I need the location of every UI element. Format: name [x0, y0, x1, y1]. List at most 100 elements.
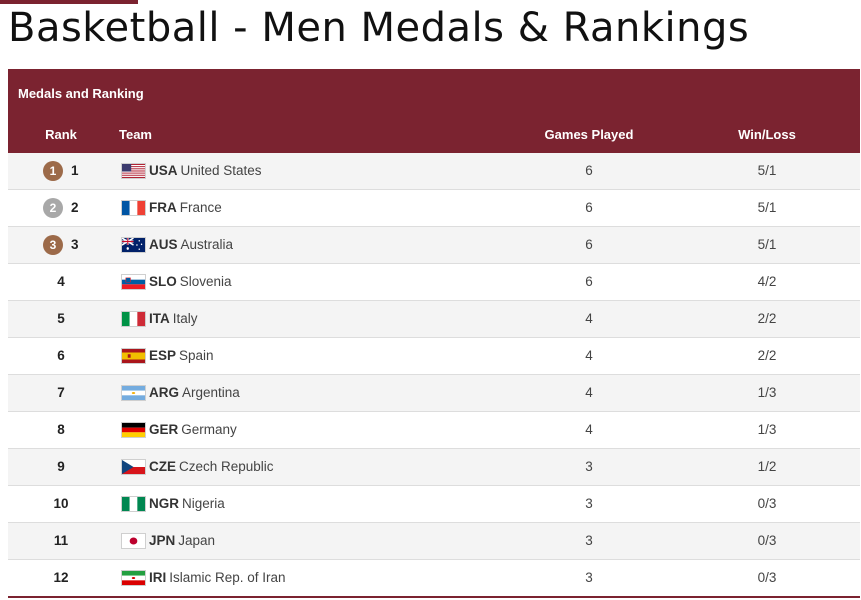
team-link[interactable]: ITA Italy [149, 301, 198, 337]
rank-value: 9 [57, 459, 65, 474]
games-played-value: 4 [585, 348, 593, 363]
games-played-value: 3 [585, 496, 593, 511]
table-row[interactable]: 11 JPN Japan 3 0/3 [8, 523, 860, 560]
games-played-value: 3 [585, 459, 593, 474]
team-link[interactable]: FRA France [149, 190, 222, 226]
team-link[interactable]: SLO Slovenia [149, 264, 232, 300]
team-name: Spain [179, 348, 214, 363]
column-header-games-played[interactable]: Games Played [544, 127, 634, 142]
team-link[interactable]: IRI Islamic Rep. of Iran [149, 560, 286, 596]
top-accent-bar [0, 0, 138, 4]
games-played-value: 6 [585, 237, 593, 252]
win-loss-value: 5/1 [757, 200, 777, 215]
team-link[interactable]: CZE Czech Republic [149, 449, 274, 485]
win-loss-value: 0/3 [757, 496, 777, 511]
usa-flag-icon [121, 163, 146, 179]
table-row[interactable]: 1 1 USA United States 6 5/1 [8, 153, 860, 190]
games-played-value: 3 [585, 533, 593, 548]
games-played-value: 4 [585, 311, 593, 326]
table-row[interactable]: 6 ESP Spain 4 2/2 [8, 338, 860, 375]
win-loss-value: 2/2 [757, 348, 777, 363]
rank-value: 8 [57, 422, 65, 437]
games-played-value: 4 [585, 422, 593, 437]
team-link[interactable]: JPN Japan [149, 523, 215, 559]
rank-value: 10 [53, 496, 69, 511]
iri-flag-icon [121, 570, 146, 586]
team-name: Argentina [182, 385, 240, 400]
rank-value: 7 [57, 385, 65, 400]
team-code: ARG [149, 385, 179, 400]
table-caption: Medals and Ranking [18, 86, 144, 101]
ita-flag-icon [121, 311, 146, 327]
table-row[interactable]: 8 GER Germany 4 1/3 [8, 412, 860, 449]
column-header-rank[interactable]: Rank [45, 127, 77, 142]
team-name: France [179, 200, 222, 215]
column-header-win-loss[interactable]: Win/Loss [738, 127, 796, 142]
rank-value: 6 [57, 348, 65, 363]
page-title: Basketball - Men Medals & Rankings [8, 5, 750, 51]
games-played-value: 6 [585, 163, 593, 178]
table-row[interactable]: 9 CZE Czech Republic 3 1/2 [8, 449, 860, 486]
win-loss-value: 5/1 [757, 237, 777, 252]
team-code: CZE [149, 459, 176, 474]
team-name: Australia [180, 237, 234, 252]
table-row[interactable]: 3 3 AUS Australia 6 5/1 [8, 227, 860, 264]
team-name: Slovenia [179, 274, 232, 289]
table-body: 1 1 USA United States 6 5/1 2 2 FRA France 6 5/1 3 3 A… [8, 153, 860, 598]
rank-value: 3 [71, 237, 79, 252]
team-code: ESP [149, 348, 177, 363]
rank-value: 12 [53, 570, 69, 585]
rank-value: 11 [53, 533, 69, 548]
team-code: USA [149, 163, 178, 178]
team-name: Italy [172, 311, 198, 326]
team-code: IRI [149, 570, 167, 585]
win-loss-value: 0/3 [757, 533, 777, 548]
team-link[interactable]: GER Germany [149, 412, 237, 448]
team-name: United States [180, 163, 262, 178]
fra-flag-icon [121, 200, 146, 216]
team-code: ITA [149, 311, 170, 326]
esp-flag-icon [121, 348, 146, 364]
team-code: JPN [149, 533, 176, 548]
games-played-value: 6 [585, 200, 593, 215]
team-code: GER [149, 422, 179, 437]
jpn-flag-icon [121, 533, 146, 549]
team-name: Japan [178, 533, 216, 548]
team-name: Czech Republic [179, 459, 274, 474]
team-link[interactable]: ESP Spain [149, 338, 214, 374]
ger-flag-icon [121, 422, 146, 438]
gold-medal-icon: 1 [43, 161, 63, 181]
team-link[interactable]: AUS Australia [149, 227, 233, 263]
table-row[interactable]: 12 IRI Islamic Rep. of Iran 3 0/3 [8, 560, 860, 598]
table-row[interactable]: 4 SLO Slovenia 6 4/2 [8, 264, 860, 301]
rank-value: 2 [71, 200, 79, 215]
table-row[interactable]: 7 ARG Argentina 4 1/3 [8, 375, 860, 412]
win-loss-value: 5/1 [757, 163, 777, 178]
win-loss-value: 2/2 [757, 311, 777, 326]
ngr-flag-icon [121, 496, 146, 512]
slo-flag-icon [121, 274, 146, 290]
table-row[interactable]: 10 NGR Nigeria 3 0/3 [8, 486, 860, 523]
team-code: SLO [149, 274, 177, 289]
cze-flag-icon [121, 459, 146, 475]
aus-flag-icon [121, 237, 146, 253]
team-name: Nigeria [182, 496, 225, 511]
team-link[interactable]: NGR Nigeria [149, 486, 225, 522]
table-header: Medals and Ranking Rank Team Games Playe… [8, 69, 860, 153]
win-loss-value: 1/3 [757, 422, 777, 437]
team-name: Germany [181, 422, 237, 437]
table-row[interactable]: 2 2 FRA France 6 5/1 [8, 190, 860, 227]
rankings-table: Medals and Ranking Rank Team Games Playe… [8, 69, 860, 598]
team-link[interactable]: USA United States [149, 153, 262, 189]
table-row[interactable]: 5 ITA Italy 4 2/2 [8, 301, 860, 338]
team-link[interactable]: ARG Argentina [149, 375, 240, 411]
games-played-value: 3 [585, 570, 593, 585]
win-loss-value: 1/2 [757, 459, 777, 474]
column-header-team[interactable]: Team [119, 127, 152, 142]
rank-value: 1 [71, 163, 79, 178]
rank-value: 5 [57, 311, 65, 326]
team-code: FRA [149, 200, 177, 215]
rank-value: 4 [57, 274, 65, 289]
games-played-value: 6 [585, 274, 593, 289]
team-name: Islamic Rep. of Iran [169, 570, 286, 585]
